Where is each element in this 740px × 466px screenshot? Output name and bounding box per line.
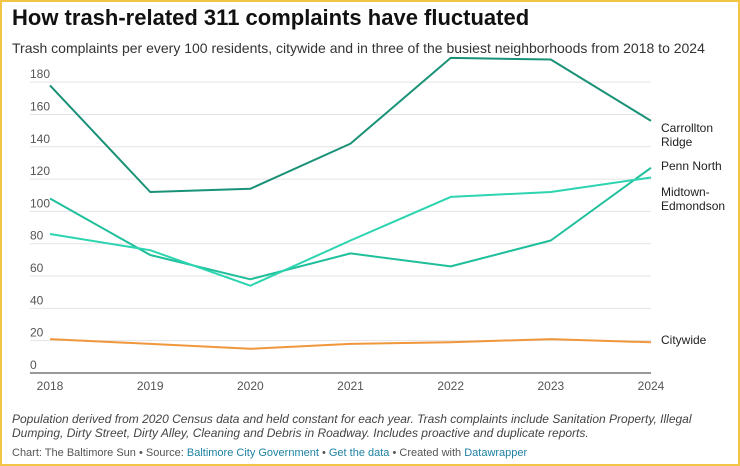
credit-created-with: Created with [399, 447, 465, 459]
x-tick-label: 2021 [337, 379, 364, 393]
y-tick-label: 160 [30, 99, 50, 113]
chart-subtitle: Trash complaints per every 100 residents… [12, 40, 705, 56]
x-tick-label: 2018 [37, 379, 64, 393]
series-line-citywide [49, 338, 652, 350]
credit-separator: • [318, 447, 329, 459]
y-tick-label: 40 [30, 293, 44, 307]
chart-credits: Chart: The Baltimore Sun • Source: Balti… [12, 447, 728, 459]
credit-separator: • [135, 447, 146, 459]
credit-source-label: Source: [145, 447, 187, 459]
series-line-midtown [49, 176, 652, 287]
line-chart: 0 20 40 60 80 100 120 140 160 180 2018 2019 2020 2021… [30, 56, 725, 393]
credit-separator: • [389, 447, 400, 459]
datawrapper-link[interactable]: Datawrapper [464, 447, 528, 459]
y-tick-label: 100 [30, 196, 50, 210]
series-label-citywide: Citywide [661, 333, 707, 347]
x-tick-label: 2020 [237, 379, 264, 393]
credit-chart-by: Chart: The Baltimore Sun [12, 447, 136, 459]
x-tick-label: 2022 [437, 379, 464, 393]
series-label-carrollton: Carrollton Ridge [661, 121, 713, 149]
y-tick-label: 0 [30, 358, 37, 372]
y-tick-label: 80 [30, 229, 44, 243]
y-tick-label: 180 [30, 67, 50, 81]
y-tick-label: 120 [30, 164, 50, 178]
y-tick-label: 20 [30, 326, 44, 340]
series-line-carrollton [49, 56, 652, 193]
series-line-penn_north [49, 166, 652, 281]
chart-notes: Population derived from 2020 Census data… [12, 412, 692, 440]
series-label-penn_north: Penn North [661, 159, 722, 173]
y-tick-label: 60 [30, 261, 44, 275]
source-link[interactable]: Baltimore City Government [186, 447, 319, 459]
x-tick-label: 2019 [137, 379, 164, 393]
chart-title: How trash-related 311 complaints have fl… [12, 5, 530, 30]
x-tick-label: 2024 [638, 379, 665, 393]
series-label-midtown: Midtown-Edmondson [661, 185, 725, 213]
get-the-data-link[interactable]: Get the data [328, 447, 390, 459]
x-tick-label: 2023 [537, 379, 564, 393]
y-tick-label: 140 [30, 132, 50, 146]
